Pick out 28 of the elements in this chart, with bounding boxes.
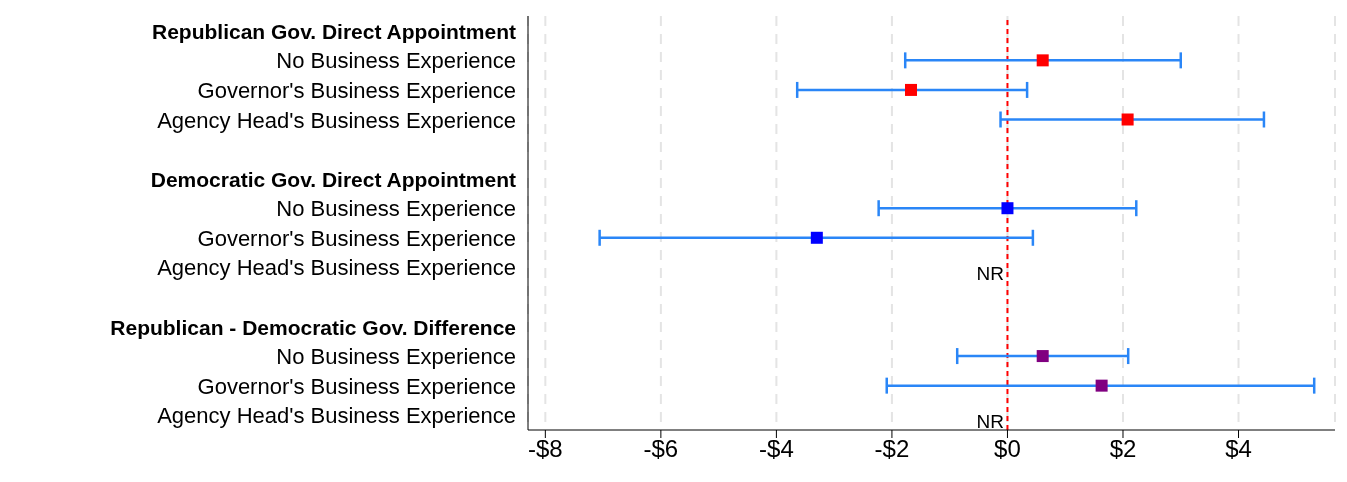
point: [810, 231, 823, 244]
point: [1095, 379, 1108, 392]
y-tick-label: No Business Experience: [276, 344, 516, 370]
y-tick-label: Governor's Business Experience: [197, 373, 516, 399]
point: [904, 83, 917, 96]
x-tick-label: $2: [1109, 435, 1137, 463]
point: [1036, 350, 1049, 363]
y-tick-label: No Business Experience: [276, 196, 516, 222]
y-tick-label: Democratic Gov. Direct Appointment: [150, 167, 516, 191]
point: [1121, 113, 1134, 126]
y-tick-label: Agency Head's Business Experience: [157, 403, 516, 429]
annotation: NR: [976, 263, 1004, 285]
x-tick-label: $0: [994, 435, 1021, 463]
point: [1036, 54, 1049, 67]
annotation: NR: [976, 410, 1004, 432]
x-tick-label: -$6: [643, 435, 679, 463]
y-tick-label: Governor's Business Experience: [197, 225, 516, 251]
x-tick-label: $4: [1225, 435, 1252, 463]
x-tick-label: -$2: [874, 435, 910, 463]
y-tick-label: Republican Gov. Direct Appointment: [151, 19, 516, 43]
x-tick-label: -$8: [527, 435, 563, 463]
y-tick-label: No Business Experience: [276, 48, 516, 74]
y-tick-label: Agency Head's Business Experience: [157, 107, 516, 133]
y-tick-label: Governor's Business Experience: [197, 77, 516, 103]
x-tick-label: -$4: [759, 435, 794, 463]
y-tick-label: Republican - Democratic Gov. Difference: [110, 315, 516, 339]
y-tick-label: Agency Head's Business Experience: [157, 255, 516, 281]
point: [1001, 202, 1014, 215]
